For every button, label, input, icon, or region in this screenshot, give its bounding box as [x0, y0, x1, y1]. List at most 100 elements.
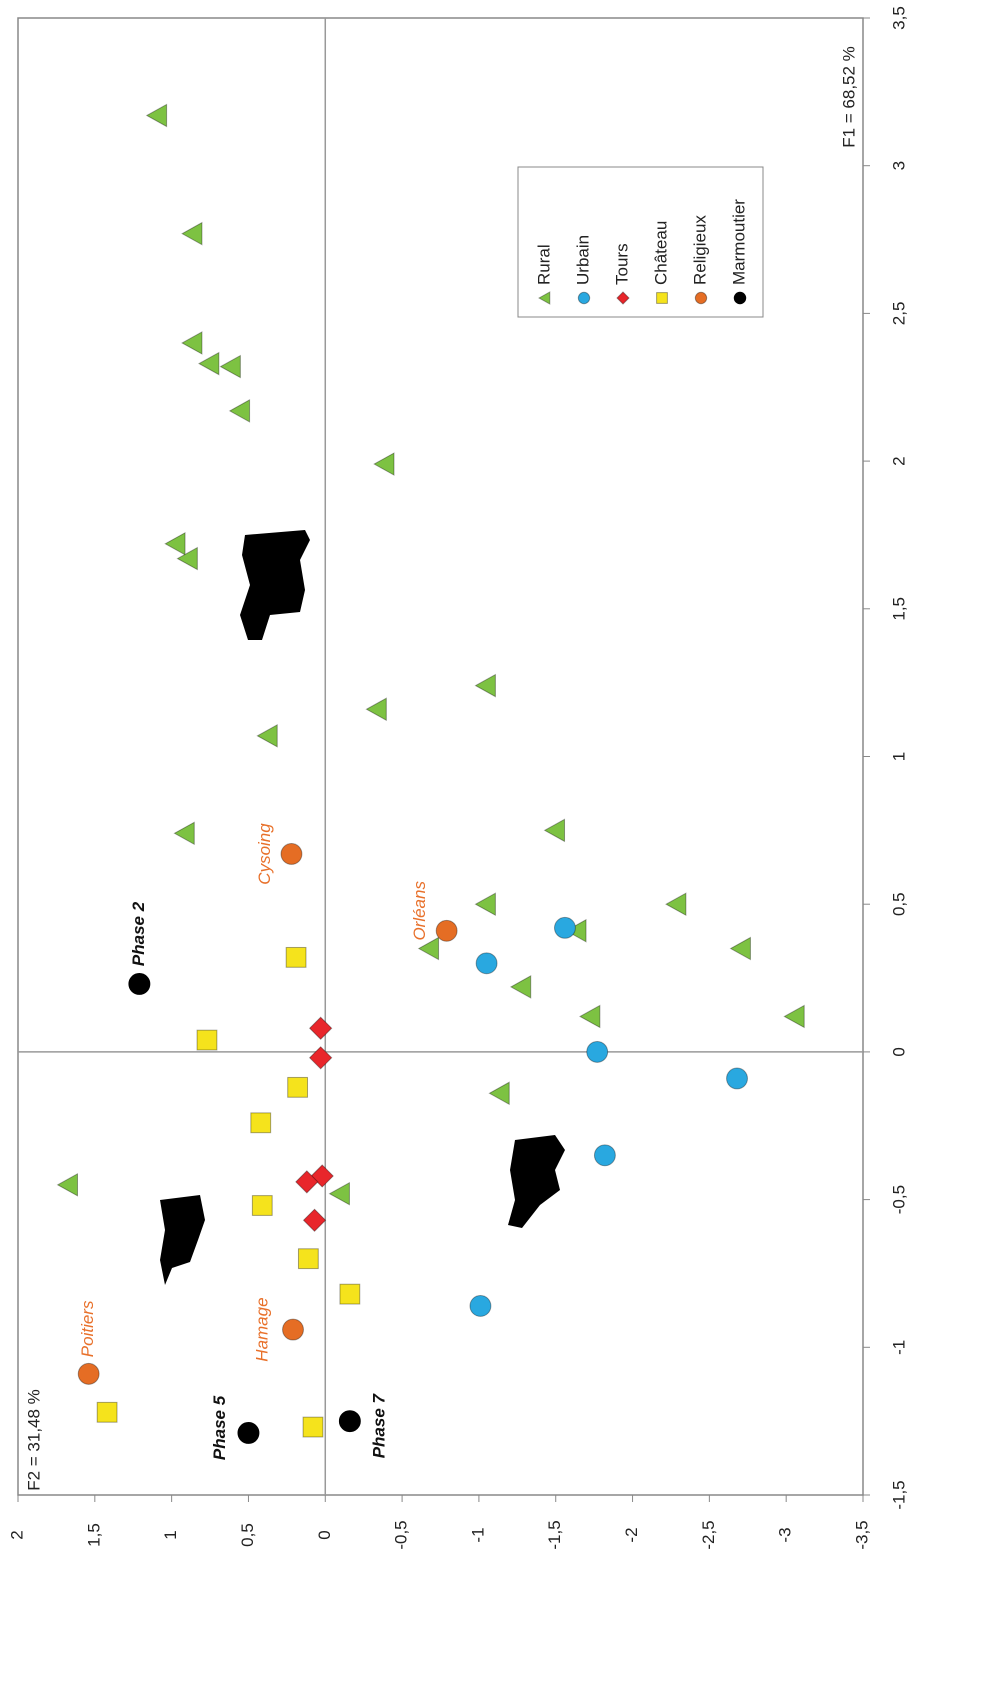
point-label: Cysoing [255, 823, 274, 885]
y-tick-label: 1,5 [84, 1523, 103, 1547]
marker-circle [586, 1040, 609, 1063]
y-tick-label: -3,5 [852, 1520, 871, 1549]
marker-triangle [729, 936, 751, 961]
x-tick-label: 3,5 [889, 6, 908, 30]
legend-label: Tours [612, 243, 631, 285]
marker-square [287, 1076, 309, 1098]
x-tick-label: 1,5 [889, 597, 908, 621]
x-tick-label: 0,5 [889, 892, 908, 916]
legend-label: Château [651, 221, 670, 285]
marker-square [297, 1248, 319, 1270]
legend-marker [733, 291, 747, 305]
cow-large [240, 530, 310, 640]
legend-marker [694, 291, 708, 305]
legend-box [517, 166, 764, 318]
x-tick-label: -1 [889, 1340, 908, 1355]
marker-triangle [164, 531, 186, 556]
x-tick-label: 1 [889, 752, 908, 761]
legend-marker [616, 291, 630, 305]
marker-circle [282, 1318, 304, 1341]
y-tick-label: 0,5 [238, 1523, 257, 1547]
marker-triangle [665, 892, 687, 917]
marker-circle [128, 973, 151, 995]
marker-triangle [543, 818, 566, 843]
y-tick-label: -2 [622, 1527, 641, 1542]
legend-label: Religieux [690, 215, 709, 285]
legend-label: Rural [534, 244, 553, 285]
marker-circle [77, 1362, 100, 1385]
marker-triangle [783, 1004, 805, 1029]
marker-triangle [488, 1081, 510, 1106]
marker-circle [237, 1422, 260, 1444]
y-tick-label: -0,5 [392, 1520, 411, 1549]
marker-square [339, 1283, 361, 1305]
marker-triangle [219, 354, 241, 379]
marker-triangle [228, 399, 251, 423]
point-label: Phase 5 [210, 1395, 229, 1460]
y-axis-title: F2 = 31,48 % [24, 1389, 43, 1491]
marker-circle [553, 916, 576, 939]
y-tick-label: -1 [468, 1527, 487, 1542]
marker-triangle [198, 351, 220, 376]
marker-triangle [328, 1181, 350, 1206]
legend-marker [577, 291, 591, 305]
y-tick-label: 2 [7, 1530, 26, 1539]
marker-square [196, 1029, 218, 1051]
y-tick-label: -2,5 [699, 1520, 718, 1549]
point-label: Orléans [410, 881, 429, 941]
marker-diamond [308, 1046, 333, 1070]
marker-triangle [173, 821, 195, 846]
x-tick-label: 2 [889, 456, 908, 465]
marker-diamond [295, 1170, 319, 1194]
marker-circle [469, 1294, 492, 1317]
marker-triangle [365, 697, 387, 722]
legend-label: Urbain [573, 235, 592, 285]
sheep [508, 1135, 565, 1228]
cow-silhouette [160, 530, 565, 1285]
x-tick-label: -1,5 [889, 1480, 908, 1509]
x-tick-label: 3 [889, 161, 908, 170]
x-tick-label: 0 [889, 1047, 908, 1056]
marker-circle [475, 952, 498, 975]
marker-triangle [417, 936, 440, 961]
marker-circle [435, 919, 458, 942]
pig [160, 1195, 205, 1285]
marker-triangle [509, 975, 532, 999]
marker-triangle [256, 723, 278, 748]
marker-circle [593, 1144, 616, 1167]
marker-triangle [145, 103, 168, 128]
legend-marker [656, 292, 668, 304]
marker-triangle [56, 1172, 78, 1197]
point-label: Phase 2 [129, 901, 148, 966]
marker-triangle [565, 918, 587, 943]
marker-triangle [181, 221, 203, 246]
legend-marker [537, 291, 551, 305]
marker-triangle [373, 452, 395, 476]
marker-circle [280, 843, 303, 865]
marker-square [302, 1416, 324, 1438]
marker-triangle [579, 1004, 601, 1029]
legend-label: Marmoutier [729, 199, 748, 285]
point-label: Poitiers [78, 1300, 97, 1357]
marker-triangle [474, 673, 496, 698]
marker-triangle [181, 331, 203, 355]
marker-diamond [302, 1208, 327, 1232]
x-tick-label: 2,5 [889, 302, 908, 326]
marker-square [251, 1195, 273, 1216]
y-tick-label: 0 [315, 1530, 334, 1539]
x-axis-title: F1 = 68,52 % [839, 46, 858, 148]
marker-triangle [176, 546, 198, 571]
x-tick-label: -0,5 [889, 1185, 908, 1214]
marker-square [96, 1401, 118, 1423]
marker-square [285, 946, 307, 968]
marker-diamond [308, 1016, 333, 1040]
marker-circle [726, 1067, 748, 1090]
point-label: Phase 7 [369, 1392, 388, 1458]
point-label: Hamage [252, 1297, 271, 1361]
marker-triangle [474, 892, 496, 917]
marker-square [250, 1112, 272, 1134]
y-tick-label: -3 [776, 1527, 795, 1542]
y-tick-label: 1 [161, 1530, 180, 1539]
y-tick-label: -1,5 [545, 1520, 564, 1549]
